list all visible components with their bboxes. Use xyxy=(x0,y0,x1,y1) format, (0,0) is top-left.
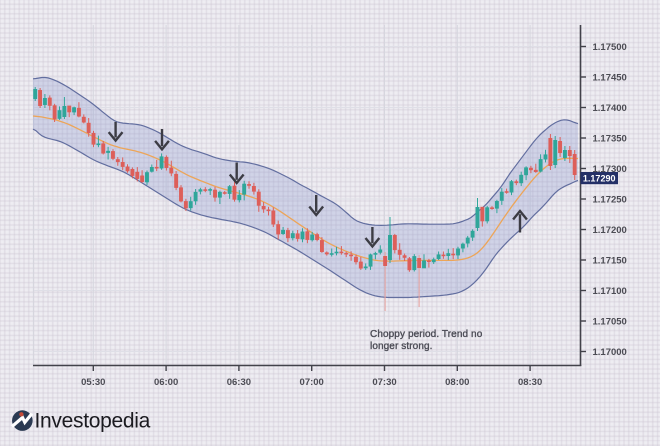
svg-text:06:30: 06:30 xyxy=(227,377,251,388)
svg-text:1.17050: 1.17050 xyxy=(593,316,627,327)
svg-text:07:30: 07:30 xyxy=(372,377,396,388)
svg-text:08:00: 08:00 xyxy=(445,377,469,388)
svg-text:Investopedia: Investopedia xyxy=(35,410,151,433)
svg-text:1.17300: 1.17300 xyxy=(593,164,627,175)
svg-text:1.17400: 1.17400 xyxy=(593,103,627,114)
svg-text:1.17350: 1.17350 xyxy=(593,133,627,144)
svg-text:1.17250: 1.17250 xyxy=(593,194,627,205)
svg-text:07:00: 07:00 xyxy=(300,377,324,388)
svg-text:1.17100: 1.17100 xyxy=(593,286,627,297)
svg-text:08:30: 08:30 xyxy=(518,377,542,388)
svg-text:1.17200: 1.17200 xyxy=(593,225,627,236)
svg-text:1.17000: 1.17000 xyxy=(593,347,627,358)
svg-text:1.17150: 1.17150 xyxy=(593,255,627,266)
svg-text:1.17450: 1.17450 xyxy=(593,72,627,83)
svg-text:1.17500: 1.17500 xyxy=(593,42,627,53)
svg-text:1.17290: 1.17290 xyxy=(583,173,616,183)
svg-text:06:00: 06:00 xyxy=(154,377,178,388)
svg-text:05:30: 05:30 xyxy=(81,377,105,388)
